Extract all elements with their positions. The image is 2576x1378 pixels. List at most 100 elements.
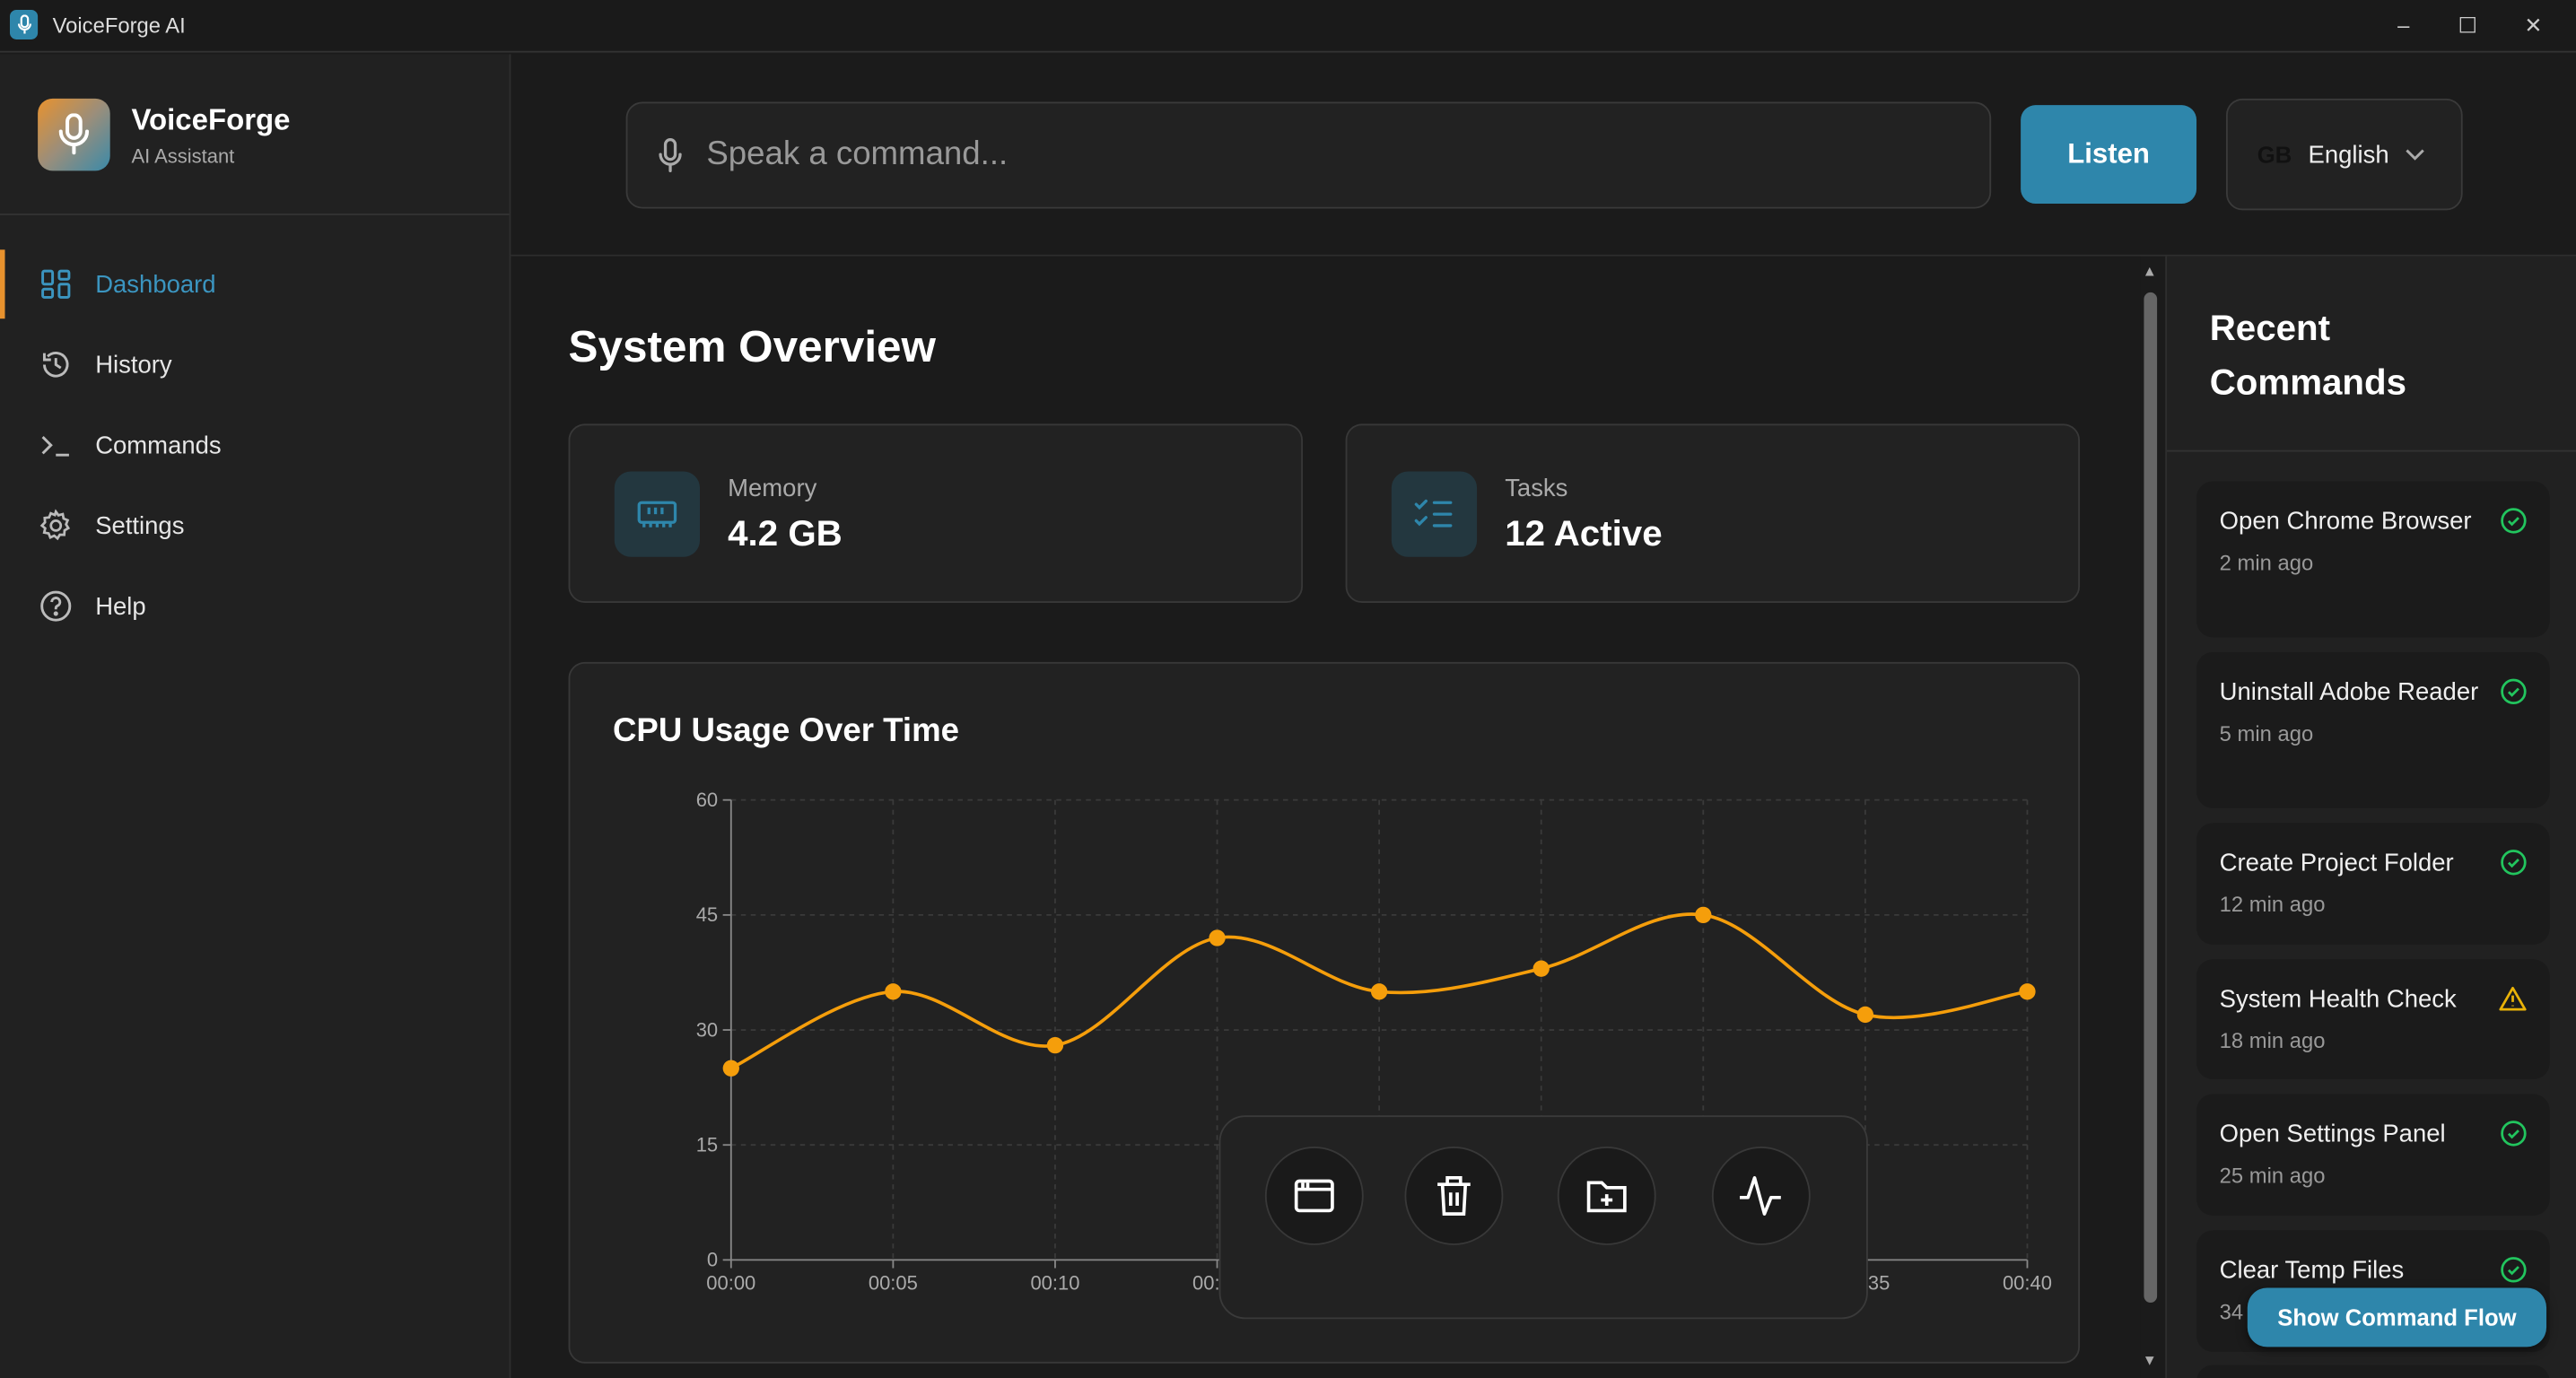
- x-tick-label: 00:10: [1030, 1271, 1079, 1294]
- check-circle-icon: [2501, 850, 2527, 884]
- data-point: [722, 1060, 739, 1077]
- brand-subtitle: AI Assistant: [131, 144, 235, 168]
- data-point: [1856, 1006, 1874, 1024]
- help-icon: [40, 590, 72, 622]
- sidebar: VoiceForge AI Assistant Dashboard Histor…: [0, 54, 511, 1378]
- chevron-down-icon: [2406, 149, 2425, 161]
- stat-label: Tasks: [1505, 475, 1568, 503]
- window-title: VoiceForge AI: [52, 13, 186, 39]
- minimize-button[interactable]: –: [2397, 13, 2410, 39]
- logo-mic-icon: [38, 98, 110, 171]
- data-point: [1695, 906, 1712, 924]
- command-time: 12 min ago: [2219, 892, 2326, 917]
- memory-card: Memory 4.2 GB: [568, 423, 1303, 603]
- check-circle-icon: [2501, 508, 2527, 542]
- scrollbar-thumb[interactable]: [2144, 292, 2158, 1303]
- warning-icon: [2499, 986, 2527, 1020]
- language-select[interactable]: GB English: [2226, 98, 2463, 211]
- command-input-box[interactable]: [625, 101, 1992, 209]
- brand-name: VoiceForge: [131, 103, 291, 136]
- sidebar-item-label: History: [95, 350, 172, 379]
- listen-button[interactable]: Listen: [2021, 105, 2197, 205]
- command-name: Open Settings Panel: [2219, 1120, 2446, 1148]
- new-folder-button[interactable]: [1557, 1147, 1656, 1245]
- recent-command-item[interactable]: Open Settings Panel 25 min ago: [2196, 1094, 2550, 1216]
- delete-button[interactable]: [1404, 1147, 1504, 1245]
- command-time: 5 min ago: [2219, 720, 2314, 746]
- x-tick-label: 00:40: [2003, 1271, 2052, 1294]
- trash-icon: [1437, 1175, 1471, 1216]
- activity-icon: [1740, 1175, 1781, 1216]
- brand-area: VoiceForge AI Assistant: [0, 54, 510, 215]
- sidebar-item-commands[interactable]: Commands: [0, 411, 510, 480]
- command-input[interactable]: [706, 135, 1955, 175]
- memory-icon: [614, 471, 701, 557]
- check-circle-icon: [2501, 1121, 2527, 1155]
- quick-actions-popup: [1218, 1115, 1868, 1320]
- check-circle-icon: [2501, 1257, 2527, 1291]
- recent-command-item[interactable]: Create Project Folder 12 min ago: [2196, 823, 2550, 945]
- sidebar-item-history[interactable]: History: [0, 330, 510, 399]
- main-scrollbar[interactable]: ▲ ▼: [2141, 259, 2161, 1378]
- recent-command-item[interactable]: Uninstall Adobe Reader 5 min ago: [2196, 651, 2550, 808]
- tasks-icon: [1391, 471, 1478, 557]
- scroll-up-arrow-icon[interactable]: ▲: [2142, 262, 2157, 280]
- chart-title: CPU Usage Over Time: [612, 712, 960, 749]
- data-point: [1046, 1036, 1064, 1054]
- sidebar-item-label: Settings: [95, 511, 185, 540]
- flag-gb: GB: [2257, 141, 2292, 168]
- sidebar-item-label: Help: [95, 592, 146, 621]
- recent-command-item[interactable]: [2196, 1365, 2550, 1378]
- stat-value: 4.2 GB: [728, 512, 843, 554]
- recent-command-item[interactable]: Open Chrome Browser 2 min ago: [2196, 481, 2550, 638]
- command-time: 25 min ago: [2219, 1163, 2326, 1188]
- x-tick-label: 00:05: [869, 1271, 918, 1294]
- mic-icon[interactable]: [657, 137, 683, 173]
- command-name: Create Project Folder: [2219, 849, 2454, 877]
- tasks-card: Tasks 12 Active: [1345, 423, 2081, 603]
- x-tick-label: 00:00: [706, 1271, 755, 1294]
- recent-commands-title: Recent Commands: [2209, 307, 2407, 403]
- history-icon: [42, 352, 69, 378]
- close-button[interactable]: ✕: [2524, 13, 2543, 39]
- data-point: [1370, 983, 1388, 1000]
- stat-label: Memory: [728, 475, 817, 503]
- health-check-button[interactable]: [1711, 1147, 1811, 1245]
- command-bar: Listen GB English: [511, 54, 2576, 257]
- recent-command-item[interactable]: System Health Check 18 min ago: [2196, 959, 2550, 1079]
- folder-plus-icon: [1586, 1181, 1627, 1213]
- command-name: Open Chrome Browser: [2219, 507, 2472, 536]
- dashboard-icon: [41, 269, 71, 299]
- show-command-flow-button[interactable]: Show Command Flow: [2247, 1287, 2547, 1347]
- title-bar: VoiceForge AI – ☐ ✕: [0, 0, 2576, 53]
- y-tick-label: 45: [696, 903, 718, 926]
- y-tick-label: 0: [707, 1249, 718, 1271]
- stat-value: 12 Active: [1505, 512, 1663, 554]
- data-point: [885, 983, 902, 1000]
- check-circle-icon: [2501, 678, 2527, 712]
- command-time: 18 min ago: [2219, 1028, 2326, 1053]
- terminal-icon: [41, 436, 69, 457]
- y-tick-label: 60: [696, 789, 718, 811]
- command-time: 2 min ago: [2219, 550, 2314, 575]
- sidebar-item-label: Dashboard: [95, 270, 216, 299]
- data-point: [1533, 960, 1550, 977]
- browser-window-icon: [1294, 1179, 1334, 1213]
- command-name: System Health Check: [2219, 985, 2457, 1014]
- open-browser-button[interactable]: [1264, 1147, 1364, 1245]
- data-point: [1209, 929, 1226, 946]
- command-time: 34: [2219, 1299, 2244, 1324]
- divider: [2167, 449, 2576, 452]
- app-mic-icon: [9, 9, 39, 39]
- command-name: Clear Temp Files: [2219, 1256, 2405, 1285]
- sidebar-item-help[interactable]: Help: [0, 571, 510, 641]
- maximize-button[interactable]: ☐: [2458, 13, 2477, 39]
- sidebar-item-dashboard[interactable]: Dashboard: [0, 249, 510, 319]
- language-label: English: [2308, 140, 2389, 169]
- y-tick-label: 30: [696, 1018, 718, 1041]
- sidebar-item-settings[interactable]: Settings: [0, 491, 510, 560]
- command-name: Uninstall Adobe Reader: [2219, 678, 2479, 707]
- page-title: System Overview: [568, 321, 937, 371]
- scroll-down-arrow-icon[interactable]: ▼: [2142, 1351, 2157, 1369]
